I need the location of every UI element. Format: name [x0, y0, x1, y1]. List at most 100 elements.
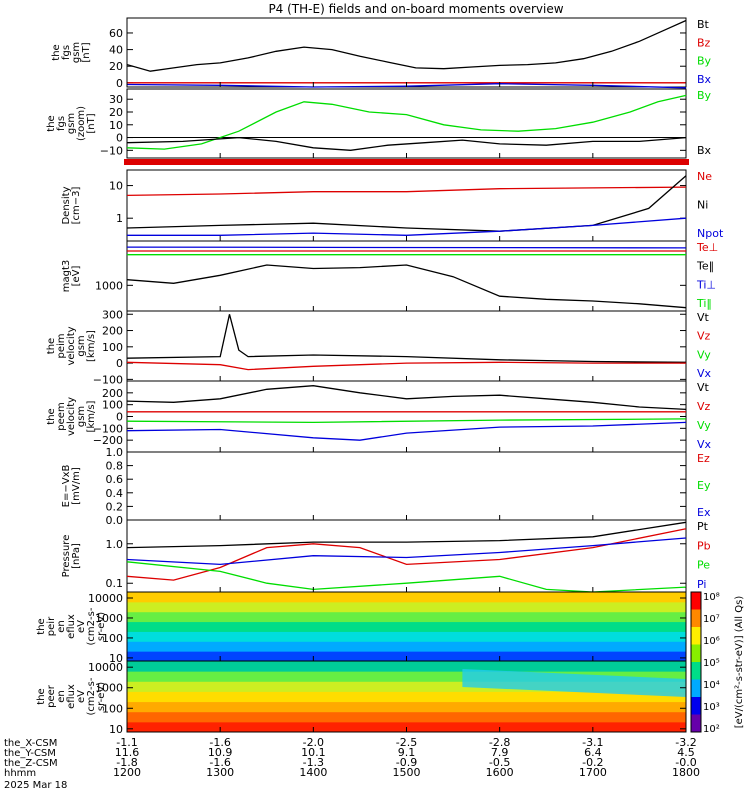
- x-axis-value: 1600: [486, 766, 514, 779]
- x-axis-value: -1.8: [116, 756, 137, 769]
- x-axis-value: -3.1: [582, 736, 603, 749]
- panel-frame: [126, 88, 687, 159]
- y-axis-label-line: the: [36, 688, 47, 704]
- red-band-separator: [124, 159, 689, 165]
- y-axis-label-line: gsm: [76, 406, 87, 427]
- panel-pressure: 0.1 1.0 Pressure [nPa] Pt Pb Pe Pi: [61, 519, 711, 593]
- x-axis-value: 1500: [393, 766, 421, 779]
- legend-fgs-0: Bt: [697, 18, 710, 31]
- spectrogram-band: [127, 601, 686, 613]
- spectrogram-band: [127, 711, 686, 723]
- legend-temp-0: Te⊥: [696, 241, 718, 254]
- colorbar-tick-label: 10³: [703, 702, 720, 713]
- x-axis-value: -0.9: [396, 756, 417, 769]
- legend-temp-2: Ti⊥: [696, 278, 716, 291]
- y-tick-label: 30: [109, 93, 123, 106]
- y-tick-label: 100: [102, 632, 123, 645]
- x-axis-value: -0.0: [675, 756, 696, 769]
- y-axis-label-line: fgs: [56, 116, 67, 131]
- series-line-pressure-Pi: [126, 537, 687, 566]
- y-axis-label-line: Density: [61, 186, 72, 224]
- y-tick-label: 0: [116, 411, 123, 424]
- spectrogram-band: [127, 592, 686, 603]
- spectrogram-band: [127, 621, 686, 632]
- legend-ve-0: Vt: [697, 381, 710, 394]
- y-axis-label-line: the: [36, 618, 47, 634]
- y-tick-label: 200: [102, 387, 123, 400]
- spectrogram-band: [127, 691, 686, 703]
- y-tick-label: 200: [102, 325, 123, 338]
- spectrogram-band: [127, 611, 686, 623]
- legend-ve-2: Vy: [697, 419, 711, 432]
- y-axis-label-line: en: [56, 690, 67, 703]
- y-tick-label: 10: [109, 119, 123, 132]
- y-axis-label-line: gsm: [66, 113, 77, 134]
- panel-density: 1 10 Density [cm−3] Ne Ni Npot: [61, 169, 724, 242]
- series-line-fgs-Bt: [126, 19, 687, 72]
- series-line-vi-Vz: [126, 361, 686, 371]
- y-axis-label-line: eV: [76, 620, 87, 633]
- y-axis-label-line: gsm: [76, 335, 87, 356]
- y-tick-label: 40: [109, 44, 123, 57]
- y-axis-label-line: [cm−3]: [71, 187, 82, 225]
- y-axis-label-line: peim: [56, 333, 67, 358]
- y-axis-label: the peer en eflux eV (cm2-s-sr-eV): [36, 677, 107, 715]
- plot-title: P4 (TH-E) fields and on-board moments ov…: [268, 2, 563, 16]
- x-axis-value: -3.2: [675, 736, 696, 749]
- series-line-fgs2-Bx: [126, 136, 687, 151]
- x-axis-value: 1300: [206, 766, 234, 779]
- y-tick-label: 300: [102, 308, 123, 321]
- y-tick-label: 10: [109, 723, 123, 736]
- spectrogram-band: [127, 701, 686, 713]
- series-line-pressure-Pt: [126, 521, 687, 549]
- y-tick-label: 1.0: [106, 446, 124, 459]
- y-axis-label-line: the: [46, 408, 57, 424]
- panel-frame: [126, 17, 687, 88]
- series-line-fgs2-By: [126, 94, 687, 150]
- y-axis-label-line: the: [46, 115, 57, 131]
- y-axis-label: the peem velocity gsm [km/s]: [46, 397, 97, 436]
- series-line-temp-Ti⊥: [126, 246, 687, 249]
- y-axis-label: Pressure [nPa]: [61, 535, 82, 578]
- x-axis-value: -2.0: [303, 736, 324, 749]
- legend-density-0: Ne: [697, 170, 712, 183]
- y-tick-label: −200: [93, 434, 123, 447]
- legend-vi-3: Vx: [697, 367, 712, 380]
- y-tick-label: 0: [116, 132, 123, 145]
- y-axis-label-line: eV: [76, 690, 87, 703]
- y-axis-label-line: peer: [46, 684, 57, 708]
- y-axis-label-line: peir: [46, 616, 57, 636]
- y-tick-label: 0.0: [106, 514, 124, 527]
- colorbar-segment: [691, 627, 701, 645]
- x-axis-value: -1.3: [303, 756, 324, 769]
- y-axis-label-line: [nPa]: [71, 543, 82, 569]
- x-axis-value: -1.6: [209, 756, 230, 769]
- y-axis-label-line: [eV]: [71, 266, 82, 287]
- colorbar-tick-label: 10⁷: [703, 614, 720, 625]
- legend-ve-1: Vz: [697, 400, 711, 413]
- legend-fgs-1: Bz: [697, 36, 711, 49]
- legend-temp-3: Ti‖: [696, 297, 712, 310]
- spectrogram-band: [127, 671, 686, 682]
- colorbar-frame: [690, 591, 702, 733]
- legend-ve-3: Vx: [697, 438, 712, 451]
- colorbar: 10² 10³ 10⁴ 10⁵ 10⁶ 10⁷ 10⁸ [eV/(cm²-s-str-eV)]…: [690, 591, 745, 735]
- y-tick-label: 1000: [95, 279, 123, 292]
- y-tick-label: 100: [102, 341, 123, 354]
- y-tick-label: 100: [102, 399, 123, 412]
- series-line-pressure-Pe: [126, 561, 687, 593]
- y-tick-label: 1: [116, 212, 123, 225]
- y-tick-label: 10000: [88, 592, 123, 605]
- y-tick-label: 60: [109, 27, 123, 40]
- y-axis-label: the fgs gsm [nT]: [51, 42, 92, 63]
- y-tick-label: 1000: [95, 612, 123, 625]
- y-axis-label: E=−VxB [mV/m]: [61, 465, 82, 508]
- y-axis-label-line: E=−VxB: [61, 465, 72, 508]
- x-axis-value: -0.5: [489, 756, 510, 769]
- x-axis-block: the_X-CSM -1.1 -1.6 -2.0 -2.5 -2.8 -3.1 -3.2 the…: [4, 736, 700, 791]
- x-axis-row-label: hhmm: [4, 768, 36, 779]
- x-axis-value: 1400: [299, 766, 327, 779]
- y-axis-label: the fgs gsm (zoom) [nT]: [46, 106, 97, 141]
